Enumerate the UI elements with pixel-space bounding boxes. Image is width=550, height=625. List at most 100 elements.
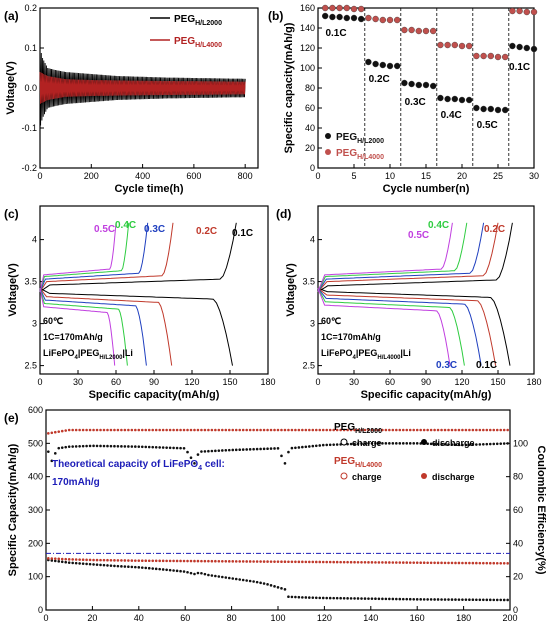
data-point-peg-h-l4000-efficiency xyxy=(165,428,168,432)
data-point-peg-h-l4000-efficiency xyxy=(464,428,468,432)
charge-curve-0.4C xyxy=(39,222,130,292)
legend-group-title: PEGH/L4000 xyxy=(334,456,382,469)
data-point-peg-h-l4000-capacity xyxy=(381,561,384,564)
data-point-peg-h-l4000-efficiency xyxy=(179,428,182,432)
data-point-peg-h-l2000-capacity xyxy=(374,597,377,601)
x-tick-label: 15 xyxy=(421,171,431,181)
rate-label: 0.1C xyxy=(509,62,530,73)
data-point-peg-h-l2000-efficiency xyxy=(401,442,405,445)
data-point-peg-h-l4000-efficiency xyxy=(158,428,161,432)
data-point-peg-h-l4000-capacity xyxy=(436,561,440,565)
data-point-peg-h-l4000-efficiency xyxy=(193,428,196,432)
data-point-peg-h-l4000-capacity xyxy=(262,560,266,563)
data-point-peg-h-l2000-efficiency xyxy=(308,445,311,448)
data-point-peg-h-l4000-capacity xyxy=(193,559,196,563)
data-point-h-l2000 xyxy=(516,43,523,51)
data-point-peg-h-l2000-capacity xyxy=(266,583,269,586)
data-point-peg-h-l2000-efficiency xyxy=(186,450,189,454)
data-point-peg-h-l4000-efficiency xyxy=(168,428,172,432)
data-point-peg-h-l4000-efficiency xyxy=(102,428,106,432)
data-point-peg-h-l2000-efficiency xyxy=(78,444,81,448)
data-point-peg-h-l4000-capacity xyxy=(433,561,436,565)
data-point-peg-h-l4000-efficiency xyxy=(269,428,273,432)
rate-label-0.3C: 0.3C xyxy=(436,360,457,371)
data-point-peg-h-l4000-efficiency xyxy=(224,428,228,432)
data-point-peg-h-l4000-efficiency xyxy=(172,428,175,432)
y-tick-label: 300 xyxy=(28,505,43,515)
data-point-peg-h-l2000-capacity xyxy=(120,565,123,568)
data-point-peg-h-l2000-capacity xyxy=(154,567,158,571)
data-point-peg-h-l2000-efficiency xyxy=(304,445,308,449)
data-point-peg-h-l2000-efficiency xyxy=(395,442,398,445)
data-point-peg-h-l2000-capacity xyxy=(234,577,238,581)
data-point-peg-h-l2000-capacity xyxy=(193,572,196,576)
data-point-peg-h-l4000-capacity xyxy=(214,559,217,563)
data-point-peg-h-l2000-capacity xyxy=(488,598,492,602)
data-point-peg-h-l2000-efficiency xyxy=(210,449,214,453)
data-point-peg-h-l4000-efficiency xyxy=(186,428,189,432)
y-tick-label: 3.5 xyxy=(302,277,315,287)
data-point-peg-h-l4000-efficiency xyxy=(276,428,280,432)
data-point-peg-h-l4000-efficiency xyxy=(328,428,332,432)
data-point-peg-h-l2000-efficiency xyxy=(269,447,273,450)
data-point-peg-h-l2000-efficiency xyxy=(241,448,245,451)
data-point-peg-h-l4000-capacity xyxy=(360,560,363,564)
rate-label: 0.2C xyxy=(369,74,390,85)
data-point-peg-h-l4000-efficiency xyxy=(71,428,74,432)
data-point-peg-h-l2000-efficiency xyxy=(297,446,301,449)
data-point-peg-h-l4000-capacity xyxy=(182,559,186,563)
x-tick-label: 200 xyxy=(502,613,517,623)
data-point-peg-h-l2000-capacity xyxy=(85,562,88,566)
data-point-peg-h-l2000-efficiency xyxy=(224,448,228,452)
data-point-peg-h-l2000-efficiency xyxy=(99,444,102,448)
data-point-peg-h-l4000-efficiency xyxy=(360,428,363,432)
data-point-peg-h-l4000-capacity xyxy=(200,559,203,563)
data-point-peg-h-l2000-capacity xyxy=(182,570,186,573)
data-point-peg-h-l4000-efficiency xyxy=(346,428,349,432)
data-point-peg-h-l4000-capacity xyxy=(314,560,318,564)
legend-label: PEGH/L4000 xyxy=(336,148,384,161)
data-point-peg-h-l2000-capacity xyxy=(273,585,276,588)
y-tick-label: 80 xyxy=(305,83,315,93)
x-tick-label: 20 xyxy=(87,613,97,623)
data-point-peg-h-l4000-capacity xyxy=(106,558,109,562)
data-point-peg-h-l2000-capacity xyxy=(360,597,363,600)
data-point-peg-h-l4000-capacity xyxy=(422,561,426,565)
legend-discharge-marker xyxy=(421,473,427,479)
y-tick-label: 2.5 xyxy=(302,361,315,371)
data-point-peg-h-l2000-capacity xyxy=(231,577,235,580)
data-point-peg-h-l4000-capacity xyxy=(186,559,189,563)
data-point-peg-h-l2000-efficiency xyxy=(429,442,433,446)
discharge-curve-0.5C xyxy=(39,288,116,366)
data-point-h-l2000 xyxy=(329,13,336,21)
data-point-peg-h-l2000-efficiency xyxy=(301,445,304,449)
data-point-peg-h-l4000-capacity xyxy=(395,561,398,564)
data-point-peg-h-l4000-efficiency xyxy=(175,428,179,432)
data-point-peg-h-l2000-capacity xyxy=(468,598,471,602)
data-point-peg-h-l2000-capacity xyxy=(443,598,447,601)
data-point-peg-h-l4000-capacity xyxy=(290,560,294,564)
data-point-peg-h-l4000-capacity xyxy=(294,560,297,564)
data-point-peg-h-l4000-efficiency xyxy=(339,428,342,432)
data-point-peg-h-l2000-efficiency xyxy=(353,442,356,446)
data-point-peg-h-l2000-efficiency xyxy=(433,442,436,446)
data-point-peg-h-l4000-efficiency xyxy=(482,428,485,432)
data-point-peg-h-l2000-capacity xyxy=(478,598,482,602)
charge-curve-0.5C xyxy=(39,222,117,292)
data-point-peg-h-l4000-capacity xyxy=(287,560,290,564)
data-point-peg-h-l2000-efficiency xyxy=(405,442,409,445)
data-point-peg-h-l2000-efficiency xyxy=(412,442,416,445)
data-point-peg-h-l4000-efficiency xyxy=(301,428,304,432)
data-point-peg-h-l2000-capacity xyxy=(165,568,168,572)
data-point-peg-h-l4000-efficiency xyxy=(252,428,255,432)
data-point-peg-h-l4000-capacity xyxy=(475,561,478,565)
data-point-peg-h-l2000-efficiency xyxy=(426,442,429,446)
data-point-h-l4000 xyxy=(473,52,480,60)
data-point-peg-h-l2000-efficiency xyxy=(311,444,315,448)
data-point-peg-h-l2000-efficiency xyxy=(127,445,130,448)
data-point-h-l4000 xyxy=(422,27,430,35)
data-point-peg-h-l4000-efficiency xyxy=(255,428,259,432)
data-point-h-l2000 xyxy=(523,44,530,52)
data-point-peg-h-l2000-capacity xyxy=(130,565,134,569)
data-point-h-l4000 xyxy=(466,42,473,50)
